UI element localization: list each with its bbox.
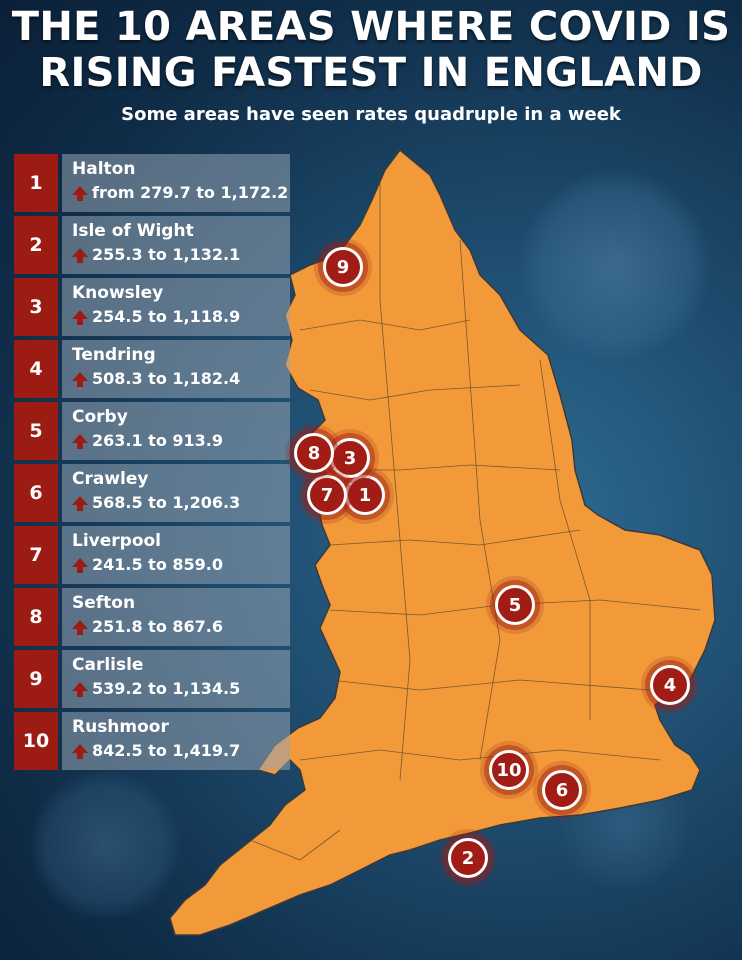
rate-change-text: 568.5 to 1,206.3 [92,493,241,512]
rank-number: 7 [14,526,58,584]
rate-change: 508.3 to 1,182.4 [72,367,290,391]
up-arrow-icon [72,495,88,511]
rate-change-text: 508.3 to 1,182.4 [92,369,241,388]
virus-illustration [520,170,710,360]
list-item: 8 Sefton 251.8 to 867.6 [14,588,290,646]
map-marker-8: 8 [294,433,334,473]
list-item: 9 Carlisle 539.2 to 1,134.5 [14,650,290,708]
rate-change-text: 241.5 to 859.0 [92,555,223,574]
up-arrow-icon [72,309,88,325]
rank-number: 10 [14,712,58,770]
area-info: Crawley 568.5 to 1,206.3 [62,464,290,522]
area-info: Tendring 508.3 to 1,182.4 [62,340,290,398]
area-info: Carlisle 539.2 to 1,134.5 [62,650,290,708]
rank-number: 1 [14,154,58,212]
map-marker-7: 7 [307,475,347,515]
map-marker-5: 5 [495,585,535,625]
rate-change: from 279.7 to 1,172.2 [72,181,290,205]
area-info: Knowsley 254.5 to 1,118.9 [62,278,290,336]
rank-number: 5 [14,402,58,460]
map-marker-9: 9 [323,247,363,287]
area-name: Rushmoor [72,717,169,737]
area-name: Corby [72,407,128,427]
up-arrow-icon [72,557,88,573]
area-name: Knowsley [72,283,164,303]
rate-change: 539.2 to 1,134.5 [72,677,290,701]
rank-number: 2 [14,216,58,274]
list-item: 3 Knowsley 254.5 to 1,118.9 [14,278,290,336]
rank-number: 8 [14,588,58,646]
list-item: 1 Halton from 279.7 to 1,172.2 [14,154,290,212]
area-name: Sefton [72,593,136,613]
rate-change: 842.5 to 1,419.7 [72,739,290,763]
list-item: 10 Rushmoor 842.5 to 1,419.7 [14,712,290,770]
rank-number: 6 [14,464,58,522]
up-arrow-icon [72,185,88,201]
area-info: Sefton 251.8 to 867.6 [62,588,290,646]
rate-change: 251.8 to 867.6 [72,615,290,639]
list-item: 4 Tendring 508.3 to 1,182.4 [14,340,290,398]
rank-number: 4 [14,340,58,398]
area-name: Tendring [72,345,156,365]
ranked-area-list: 1 Halton from 279.7 to 1,172.2 2 Isle of… [14,154,290,774]
map-marker-3: 3 [330,438,370,478]
map-marker-2: 2 [448,838,488,878]
up-arrow-icon [72,371,88,387]
area-info: Halton from 279.7 to 1,172.2 [62,154,290,212]
area-name: Halton [72,159,136,179]
page-title: THE 10 AREAS WHERE COVID IS RISING FASTE… [11,4,731,96]
area-info: Isle of Wight 255.3 to 1,132.1 [62,216,290,274]
area-info: Liverpool 241.5 to 859.0 [62,526,290,584]
rate-change-text: 251.8 to 867.6 [92,617,223,636]
rate-change: 255.3 to 1,132.1 [72,243,290,267]
rate-change: 254.5 to 1,118.9 [72,305,290,329]
area-name: Carlisle [72,655,144,675]
map-marker-6: 6 [542,770,582,810]
map-marker-4: 4 [650,665,690,705]
map-marker-10: 10 [489,750,529,790]
area-name: Crawley [72,469,149,489]
list-item: 5 Corby 263.1 to 913.9 [14,402,290,460]
map-marker-1: 1 [345,475,385,515]
area-name: Liverpool [72,531,162,551]
virus-illustration [30,770,180,920]
up-arrow-icon [72,433,88,449]
rank-number: 3 [14,278,58,336]
rate-change-text: 254.5 to 1,118.9 [92,307,241,326]
rate-change: 568.5 to 1,206.3 [72,491,290,515]
list-item: 2 Isle of Wight 255.3 to 1,132.1 [14,216,290,274]
up-arrow-icon [72,247,88,263]
list-item: 6 Crawley 568.5 to 1,206.3 [14,464,290,522]
up-arrow-icon [72,619,88,635]
page-subtitle: Some areas have seen rates quadruple in … [121,104,621,125]
rate-change: 241.5 to 859.0 [72,553,290,577]
rate-change-text: 263.1 to 913.9 [92,431,223,450]
area-info: Corby 263.1 to 913.9 [62,402,290,460]
area-name: Isle of Wight [72,221,194,241]
up-arrow-icon [72,681,88,697]
rate-change-text: 539.2 to 1,134.5 [92,679,241,698]
rate-change: 263.1 to 913.9 [72,429,290,453]
rate-change-text: 255.3 to 1,132.1 [92,245,241,264]
rate-change-text: from 279.7 to 1,172.2 [92,183,289,202]
rank-number: 9 [14,650,58,708]
list-item: 7 Liverpool 241.5 to 859.0 [14,526,290,584]
rate-change-text: 842.5 to 1,419.7 [92,741,241,760]
up-arrow-icon [72,743,88,759]
area-info: Rushmoor 842.5 to 1,419.7 [62,712,290,770]
